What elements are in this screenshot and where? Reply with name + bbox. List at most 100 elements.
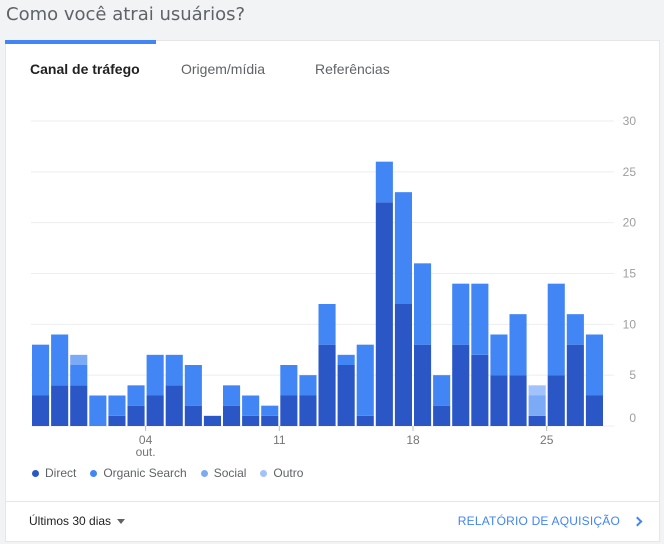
bar-direct[interactable] (356, 415, 374, 426)
bar-direct[interactable] (585, 395, 603, 427)
legend-item-direct: Direct (32, 465, 76, 481)
tab-source-medium[interactable]: Origem/mídia (181, 61, 266, 77)
bar-organic-search[interactable] (127, 385, 145, 406)
bar-organic-search[interactable] (375, 161, 393, 203)
bar-organic-search[interactable] (184, 365, 202, 406)
bar-direct[interactable] (394, 304, 412, 426)
bar-direct[interactable] (165, 385, 183, 426)
legend-label: Social (213, 466, 247, 480)
bar-direct[interactable] (32, 395, 50, 427)
legend-dot-icon (260, 469, 268, 477)
x-tick-label: 18 (406, 433, 420, 447)
bar-organic-search[interactable] (32, 344, 50, 396)
legend-item-other: Outro (260, 465, 303, 481)
bar-organic-search[interactable] (433, 375, 451, 406)
acquisition-card: Canal de tráfego Origem/mídia Referência… (5, 40, 660, 542)
bar-organic-search[interactable] (70, 365, 88, 386)
active-tab-indicator (5, 40, 156, 44)
legend-item-social: Social (200, 465, 247, 481)
chart-legend: Direct Organic Search Social Outro (32, 465, 303, 481)
acquisition-report-link[interactable]: RELATÓRIO DE AQUISIÇÃO (457, 514, 643, 528)
bar-direct[interactable] (547, 375, 565, 426)
bar-social[interactable] (70, 354, 88, 365)
caret-down-icon (117, 518, 126, 524)
y-tick-label: 0 (629, 411, 636, 425)
bar-organic-search[interactable] (337, 354, 355, 365)
legend-item-organic-search: Organic Search (90, 465, 187, 481)
bar-organic-search[interactable] (414, 263, 432, 345)
bar-direct[interactable] (51, 385, 69, 426)
bar-organic-search[interactable] (547, 283, 565, 376)
y-tick-label: 10 (623, 317, 637, 331)
bar-organic-search[interactable] (318, 304, 336, 345)
bar-direct[interactable] (433, 405, 451, 426)
y-tick-label: 5 (629, 368, 636, 382)
bar-direct[interactable] (280, 395, 298, 427)
legend-dot-icon (32, 469, 39, 477)
bar-direct[interactable] (414, 344, 432, 426)
x-tick-label: 25 (540, 433, 554, 447)
x-tick-sublabel: out. (136, 445, 156, 459)
bar-organic-search[interactable] (108, 395, 126, 416)
bar-organic-search[interactable] (242, 395, 260, 416)
y-tick-label: 30 (623, 114, 637, 128)
tab-traffic-channel[interactable]: Canal de tráfego (30, 61, 140, 77)
bar-organic-search[interactable] (165, 354, 183, 386)
page-title: Como você atrai usuários? (6, 4, 246, 25)
tab-referrals[interactable]: Referências (315, 61, 390, 77)
bar-direct[interactable] (337, 365, 355, 426)
bar-organic-search[interactable] (490, 334, 508, 376)
bar-organic-search[interactable] (89, 395, 107, 427)
bar-direct[interactable] (223, 405, 241, 426)
legend-label: Outro (273, 466, 304, 480)
bar-social[interactable] (528, 395, 546, 416)
y-tick-label: 25 (623, 165, 637, 179)
bar-direct[interactable] (299, 395, 317, 427)
bar-organic-search[interactable] (566, 314, 584, 345)
y-tick-label: 20 (623, 216, 637, 230)
bar-organic-search[interactable] (471, 283, 489, 355)
bar-organic-search[interactable] (280, 365, 298, 396)
bar-direct[interactable] (242, 415, 260, 426)
card-footer: Últimos 30 dias RELATÓRIO DE AQUISIÇÃO (6, 501, 659, 541)
bar-direct[interactable] (203, 415, 221, 426)
bar-organic-search[interactable] (356, 344, 374, 416)
bar-direct[interactable] (108, 415, 126, 426)
bar-direct[interactable] (528, 415, 546, 426)
bar-direct[interactable] (127, 405, 145, 426)
bar-direct[interactable] (490, 375, 508, 426)
tab-bar: Canal de tráfego Origem/mídia Referência… (6, 61, 659, 81)
bar-organic-search[interactable] (146, 354, 164, 396)
bar-direct[interactable] (184, 405, 202, 426)
bar-direct[interactable] (471, 354, 489, 426)
bar-organic-search[interactable] (585, 334, 603, 396)
bar-outro[interactable] (528, 385, 546, 396)
bar-organic-search[interactable] (509, 314, 527, 376)
bar-organic-search[interactable] (299, 375, 317, 396)
legend-dot-icon (90, 469, 98, 477)
bar-organic-search[interactable] (452, 283, 470, 345)
bar-organic-search[interactable] (51, 334, 69, 386)
bar-organic-search[interactable] (261, 405, 279, 416)
bar-direct[interactable] (509, 375, 527, 426)
legend-dot-icon (200, 469, 208, 477)
bar-direct[interactable] (146, 395, 164, 427)
bar-direct[interactable] (318, 344, 336, 426)
report-link-label: RELATÓRIO DE AQUISIÇÃO (457, 514, 620, 528)
bar-organic-search[interactable] (223, 385, 241, 406)
bar-direct[interactable] (261, 415, 279, 426)
legend-label: Direct (45, 466, 77, 480)
bar-direct[interactable] (452, 344, 470, 426)
bar-organic-search[interactable] (394, 192, 412, 304)
y-tick-label: 15 (623, 267, 637, 281)
x-tick-label: 04 (139, 433, 153, 447)
x-tick-label: 11 (273, 433, 286, 447)
bar-direct[interactable] (566, 344, 584, 426)
bar-direct[interactable] (375, 202, 393, 426)
chevron-right-icon (632, 516, 643, 526)
legend-label: Organic Search (103, 466, 187, 480)
date-range-dropdown[interactable]: Últimos 30 dias (29, 514, 126, 528)
bar-direct[interactable] (70, 385, 88, 426)
date-range-label: Últimos 30 dias (29, 514, 112, 528)
